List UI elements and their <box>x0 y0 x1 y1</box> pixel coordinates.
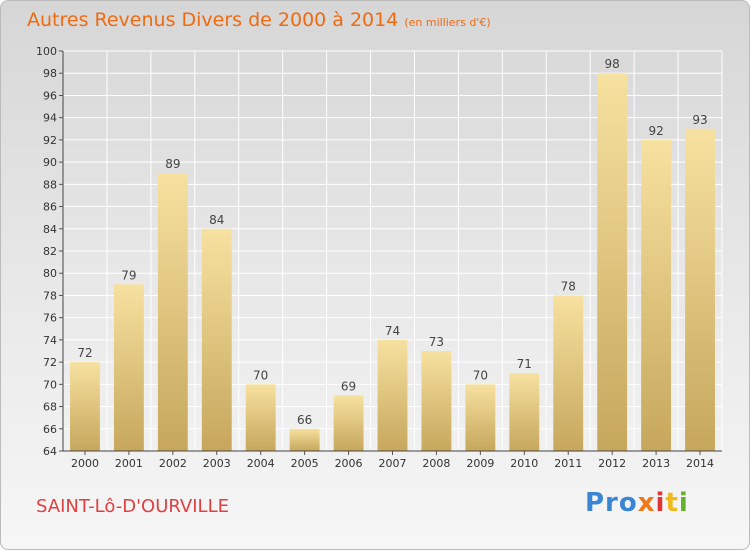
y-tick-label: 70 <box>43 378 57 391</box>
x-tick-label: 2014 <box>686 457 714 470</box>
y-tick-label: 74 <box>43 334 57 347</box>
x-tick-label: 2003 <box>203 457 231 470</box>
value-label-2010: 71 <box>517 357 532 371</box>
x-tick-label: 2009 <box>466 457 494 470</box>
y-tick-label: 90 <box>43 156 57 169</box>
value-label-2004: 70 <box>253 368 268 382</box>
x-tick-label: 2008 <box>422 457 450 470</box>
y-tick-label: 82 <box>43 245 57 258</box>
bar-2011 <box>553 295 584 451</box>
bar-2009 <box>465 384 496 451</box>
logo-part-2: x <box>637 488 656 518</box>
y-tick-label: 66 <box>43 423 57 436</box>
value-label-2014: 93 <box>692 113 707 127</box>
bar-2008 <box>421 351 452 451</box>
x-tick-label: 2011 <box>554 457 582 470</box>
value-label-2000: 72 <box>77 346 92 360</box>
chart-title: Autres Revenus Divers de 2000 à 2014 (en … <box>27 9 491 31</box>
value-label-2001: 79 <box>121 268 136 282</box>
x-tick-label: 2001 <box>115 457 143 470</box>
x-tick-label: 2012 <box>598 457 626 470</box>
y-tick-label: 78 <box>43 289 57 302</box>
chart-title-unit: (en milliers d'€) <box>404 16 491 29</box>
bar-2005 <box>289 428 320 451</box>
bar-2004 <box>245 384 276 451</box>
y-tick-label: 84 <box>43 223 57 236</box>
x-tick-label: 2010 <box>510 457 538 470</box>
value-label-2013: 92 <box>648 124 663 138</box>
y-tick-label: 86 <box>43 201 57 214</box>
x-tick-label: 2002 <box>159 457 187 470</box>
y-tick-label: 100 <box>36 45 57 58</box>
logo-part-3: i <box>655 488 666 518</box>
bar-2007 <box>377 339 408 451</box>
chart-title-main: Autres Revenus Divers de 2000 à 2014 <box>27 9 399 31</box>
logo-part-5: i <box>678 488 689 518</box>
proxiti-logo: Proxiti <box>585 488 689 518</box>
value-label-2009: 70 <box>473 368 488 382</box>
value-label-2012: 98 <box>605 57 620 71</box>
logo-part-1: Pro <box>585 488 638 518</box>
x-tick-label: 2007 <box>379 457 407 470</box>
value-label-2005: 66 <box>297 413 312 427</box>
value-label-2008: 73 <box>429 335 444 349</box>
bar-2014 <box>685 128 715 451</box>
value-label-2006: 69 <box>341 379 356 393</box>
x-tick-label: 2000 <box>71 457 99 470</box>
y-tick-label: 96 <box>43 89 57 102</box>
bar-2002 <box>157 173 188 451</box>
logo-part-4: t <box>665 488 679 518</box>
value-label-2011: 78 <box>561 279 576 293</box>
y-tick-label: 80 <box>43 267 57 280</box>
commune-name: SAINT-Lô-D'OURVILLE <box>36 496 229 517</box>
x-tick-label: 2005 <box>291 457 319 470</box>
value-label-2002: 89 <box>165 157 180 171</box>
y-tick-label: 88 <box>43 178 57 191</box>
bar-2013 <box>641 139 672 451</box>
bar-2003 <box>201 228 232 451</box>
bar-2010 <box>509 373 540 451</box>
bar-2006 <box>333 395 364 451</box>
x-tick-label: 2013 <box>642 457 670 470</box>
y-tick-label: 92 <box>43 134 57 147</box>
bar-2012 <box>597 73 628 451</box>
y-tick-label: 76 <box>43 312 57 325</box>
value-label-2003: 84 <box>209 213 224 227</box>
bar-2000 <box>70 362 100 451</box>
value-label-2007: 74 <box>385 324 400 338</box>
y-tick-label: 72 <box>43 356 57 369</box>
x-tick-label: 2004 <box>247 457 275 470</box>
bar-2001 <box>113 284 144 451</box>
y-tick-label: 94 <box>43 112 57 125</box>
y-tick-label: 68 <box>43 401 57 414</box>
y-tick-label: 64 <box>43 445 57 458</box>
y-tick-label: 98 <box>43 67 57 80</box>
x-tick-label: 2006 <box>335 457 363 470</box>
